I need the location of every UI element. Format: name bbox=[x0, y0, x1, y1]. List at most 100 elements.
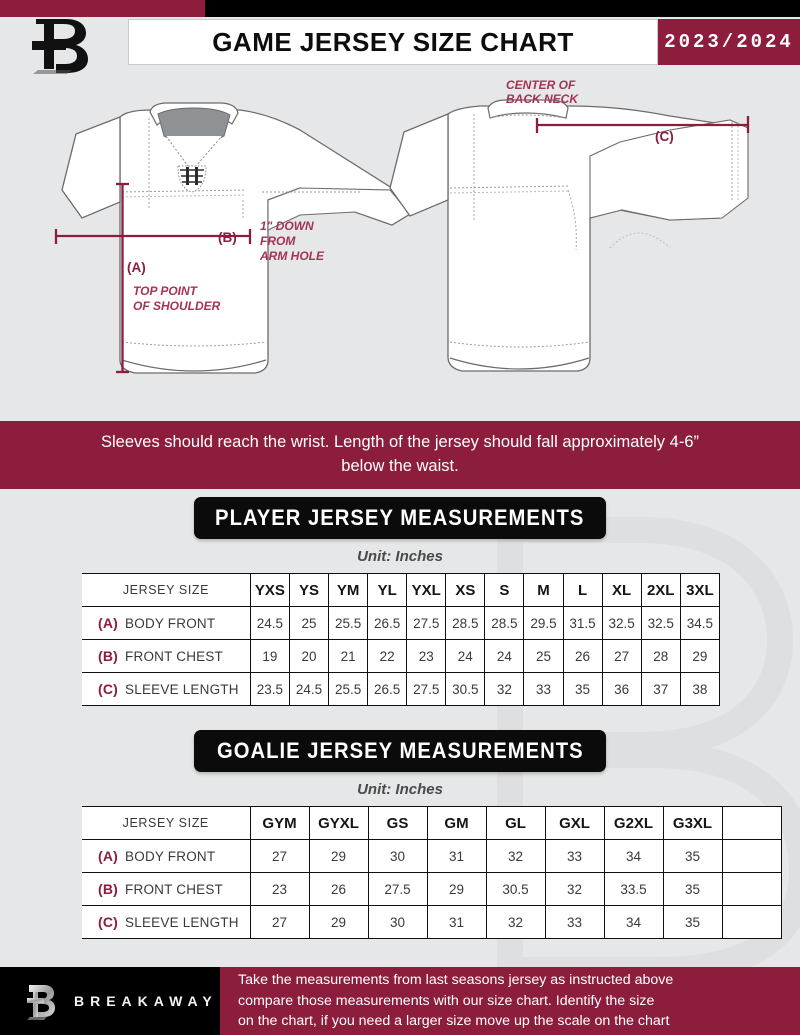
goalie-b-5: 32 bbox=[544, 872, 605, 906]
player-a-11: 34.5 bbox=[679, 606, 721, 640]
player-c-2: 25.5 bbox=[328, 672, 369, 706]
measure-line-b bbox=[54, 229, 252, 244]
table-row: (A) BODY FRONT 27 29 30 31 32 33 34 35 bbox=[82, 839, 782, 873]
player-b-9: 27 bbox=[601, 639, 642, 673]
goalie-col-5: GXL bbox=[544, 806, 605, 840]
player-col-1: YS bbox=[288, 573, 330, 607]
goalie-measurements-section: GOALIE JERSEY MEASUREMENTS Unit: Inches … bbox=[0, 730, 800, 939]
goalie-c-5: 33 bbox=[544, 905, 605, 939]
player-a-8: 31.5 bbox=[562, 606, 603, 640]
player-col-8: L bbox=[562, 573, 603, 607]
front-label-a: (A) bbox=[127, 260, 146, 275]
measure-tag-c: (C) bbox=[98, 681, 119, 697]
back-label-c: (C) bbox=[655, 129, 674, 144]
player-col-11: 3XL bbox=[679, 573, 721, 607]
back-jersey-illustration bbox=[389, 99, 750, 372]
player-a-5: 28.5 bbox=[445, 606, 486, 640]
player-b-7: 25 bbox=[523, 639, 564, 673]
goalie-b-6: 33.5 bbox=[603, 872, 664, 906]
player-b-8: 26 bbox=[562, 639, 603, 673]
player-b-5: 24 bbox=[445, 639, 486, 673]
player-col-2: YM bbox=[328, 573, 369, 607]
goalie-row-label-c: (C) SLEEVE LENGTH bbox=[82, 905, 251, 939]
page-footer: BREAKAWAY Take the measurements from las… bbox=[0, 967, 800, 1035]
player-section-heading: PLAYER JERSEY MEASUREMENTS bbox=[194, 497, 606, 539]
footer-note-line1: Take the measurements from last seasons … bbox=[238, 972, 674, 989]
goalie-col-0: GYM bbox=[249, 806, 310, 840]
top-bar-maroon-segment bbox=[0, 0, 205, 17]
table-row: (B) FRONT CHEST 19 20 21 22 23 24 24 25 2… bbox=[82, 639, 721, 673]
season-label: 2023/2024 bbox=[664, 31, 794, 53]
goalie-a-0: 27 bbox=[249, 839, 310, 873]
front-note-b-line3: ARM HOLE bbox=[259, 249, 325, 263]
goalie-col-2: GS bbox=[367, 806, 428, 840]
player-row-label-b: (B) FRONT CHEST bbox=[82, 639, 251, 673]
fit-note-text: Sleeves should reach the wrist. Length o… bbox=[101, 433, 699, 475]
goalie-b-7: 35 bbox=[662, 872, 723, 906]
goalie-c-4: 32 bbox=[485, 905, 546, 939]
measure-tag-a: (A) bbox=[98, 848, 119, 864]
player-c-3: 26.5 bbox=[367, 672, 408, 706]
goalie-section-heading: GOALIE JERSEY MEASUREMENTS bbox=[194, 730, 606, 772]
player-size-label: JERSEY SIZE bbox=[82, 573, 251, 607]
measure-tag-a: (A) bbox=[98, 615, 119, 631]
front-jersey-illustration bbox=[54, 102, 411, 374]
player-b-11: 29 bbox=[679, 639, 721, 673]
goalie-row-label-b: (B) FRONT CHEST bbox=[82, 872, 251, 906]
player-c-8: 35 bbox=[562, 672, 603, 706]
table-row: (C) SLEEVE LENGTH 27 29 30 31 32 33 34 35 bbox=[82, 905, 782, 939]
player-c-11: 38 bbox=[679, 672, 721, 706]
measure-tag-b: (B) bbox=[98, 881, 119, 897]
goalie-b-4: 30.5 bbox=[485, 872, 546, 906]
player-b-3: 22 bbox=[367, 639, 408, 673]
footer-instruction-block: Take the measurements from last seasons … bbox=[220, 967, 800, 1035]
player-a-9: 32.5 bbox=[601, 606, 642, 640]
player-b-0: 19 bbox=[249, 639, 290, 673]
player-a-1: 25 bbox=[288, 606, 330, 640]
footer-brand-block: BREAKAWAY bbox=[0, 967, 220, 1035]
goalie-col-4: GL bbox=[485, 806, 546, 840]
player-c-5: 30.5 bbox=[445, 672, 486, 706]
player-row-label-c: (C) SLEEVE LENGTH bbox=[82, 672, 251, 706]
player-col-7: M bbox=[523, 573, 564, 607]
player-a-6: 28.5 bbox=[484, 606, 525, 640]
goalie-c-3: 31 bbox=[426, 905, 487, 939]
player-b-10: 28 bbox=[640, 639, 681, 673]
page-header: GAME JERSEY SIZE CHART 2023/2024 bbox=[0, 17, 800, 74]
back-note-c-line1: CENTER OF bbox=[506, 78, 576, 92]
player-c-1: 24.5 bbox=[288, 672, 330, 706]
player-unit-label: Unit: Inches bbox=[357, 548, 443, 565]
season-badge: 2023/2024 bbox=[658, 19, 800, 65]
table-row: (C) SLEEVE LENGTH 23.5 24.5 25.5 26.5 27.… bbox=[82, 672, 721, 706]
measure-tag-c: (C) bbox=[98, 914, 119, 930]
player-a-4: 27.5 bbox=[406, 606, 447, 640]
player-row-label-a: (A) BODY FRONT bbox=[82, 606, 251, 640]
player-c-7: 33 bbox=[523, 672, 564, 706]
goalie-col-8 bbox=[721, 806, 782, 840]
player-size-table: JERSEY SIZE YXS YS YM YL YXL XS S M L XL… bbox=[82, 573, 721, 706]
breakaway-b-logo-icon bbox=[32, 19, 88, 74]
goalie-a-6: 34 bbox=[603, 839, 664, 873]
goalie-col-6: G2XL bbox=[603, 806, 664, 840]
goalie-col-3: GM bbox=[426, 806, 487, 840]
goalie-a-4: 32 bbox=[485, 839, 546, 873]
player-col-4: YXL bbox=[406, 573, 447, 607]
goalie-unit-label: Unit: Inches bbox=[357, 781, 443, 798]
table-row: (B) FRONT CHEST 23 26 27.5 29 30.5 32 33.… bbox=[82, 872, 782, 906]
footer-brand-name: BREAKAWAY bbox=[74, 993, 218, 1009]
player-b-4: 23 bbox=[406, 639, 447, 673]
player-col-6: S bbox=[484, 573, 525, 607]
player-a-7: 29.5 bbox=[523, 606, 564, 640]
player-a-0: 24.5 bbox=[249, 606, 290, 640]
front-note-a-line2: OF SHOULDER bbox=[133, 299, 221, 313]
front-note-b-line2: FROM bbox=[260, 234, 296, 248]
measure-tag-b: (B) bbox=[98, 648, 119, 664]
goalie-b-3: 29 bbox=[426, 872, 487, 906]
fit-note-band: Sleeves should reach the wrist. Length o… bbox=[0, 421, 800, 489]
player-c-10: 37 bbox=[640, 672, 681, 706]
goalie-col-1: GYXL bbox=[308, 806, 369, 840]
player-col-3: YL bbox=[367, 573, 408, 607]
goalie-b-2: 27.5 bbox=[367, 872, 428, 906]
footer-note-line3: on the chart, if you need a larger size … bbox=[238, 1013, 670, 1030]
